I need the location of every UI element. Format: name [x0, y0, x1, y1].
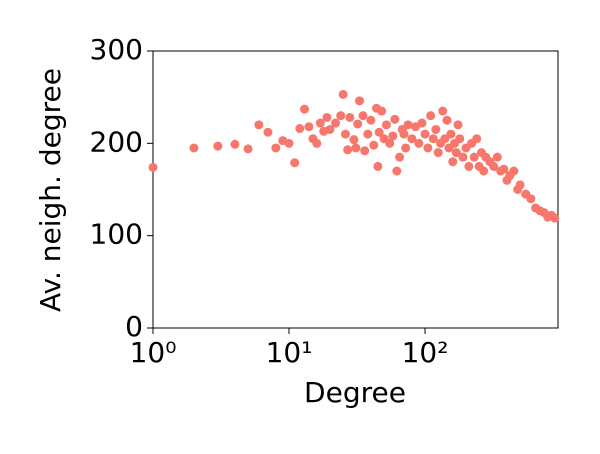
point: [331, 118, 341, 128]
point: [345, 112, 355, 122]
point: [230, 139, 240, 149]
point: [189, 143, 199, 153]
point: [469, 152, 479, 162]
point: [325, 124, 335, 134]
x-tick-label: 10²: [402, 336, 449, 369]
point: [395, 152, 405, 162]
point: [349, 135, 359, 145]
point: [355, 96, 365, 106]
point: [458, 152, 468, 162]
point: [401, 143, 411, 153]
point: [213, 141, 223, 151]
point: [472, 134, 482, 144]
point: [343, 145, 353, 155]
y-tick-label: 300: [90, 33, 143, 66]
point: [392, 166, 402, 176]
point: [338, 89, 348, 99]
y-axis-label: Av. neigh. degree: [34, 68, 67, 312]
point: [414, 138, 424, 148]
point: [148, 162, 158, 172]
point: [515, 180, 525, 190]
point: [438, 106, 448, 116]
point: [290, 158, 300, 168]
plot-frame: [152, 50, 559, 329]
point: [489, 161, 499, 171]
point: [360, 146, 370, 156]
point: [243, 144, 253, 154]
point: [403, 120, 413, 130]
point: [366, 115, 376, 125]
point: [353, 119, 363, 129]
x-tick-label: 10¹: [266, 336, 313, 369]
point: [271, 143, 281, 153]
point: [410, 122, 420, 132]
point: [431, 124, 441, 134]
point: [373, 161, 383, 171]
point: [351, 143, 361, 153]
point: [300, 104, 310, 114]
point: [381, 120, 391, 130]
point: [423, 143, 433, 153]
point: [428, 134, 438, 144]
point: [295, 124, 305, 134]
point: [374, 127, 384, 137]
point: [369, 140, 379, 150]
point: [464, 161, 474, 171]
point: [526, 194, 536, 204]
point: [385, 138, 395, 148]
point: [312, 138, 322, 148]
point: [377, 106, 387, 116]
y-tick-label: 0: [125, 310, 143, 343]
point: [358, 111, 368, 121]
y-tick-label: 100: [90, 218, 143, 251]
x-axis-label: Degree: [304, 376, 406, 409]
point: [479, 166, 489, 176]
point: [453, 120, 463, 130]
point: [315, 118, 325, 128]
point: [363, 129, 373, 139]
point: [417, 118, 427, 128]
point: [254, 120, 264, 130]
point: [426, 111, 436, 121]
point: [451, 148, 461, 158]
point: [509, 166, 519, 176]
point: [446, 129, 456, 139]
point: [492, 152, 502, 162]
x-tick-label: 10⁰: [130, 336, 177, 369]
point: [322, 112, 332, 122]
point: [499, 164, 509, 174]
point: [390, 114, 400, 124]
point: [407, 134, 417, 144]
point: [388, 131, 398, 141]
y-tick-label: 200: [90, 125, 143, 158]
point: [399, 129, 409, 139]
point: [442, 115, 452, 125]
point: [304, 122, 314, 132]
point: [336, 111, 346, 121]
point: [455, 134, 465, 144]
point: [420, 129, 430, 139]
point: [284, 138, 294, 148]
point: [550, 213, 560, 223]
point: [448, 157, 458, 167]
point: [433, 148, 443, 158]
point: [263, 127, 273, 137]
point: [340, 129, 350, 139]
